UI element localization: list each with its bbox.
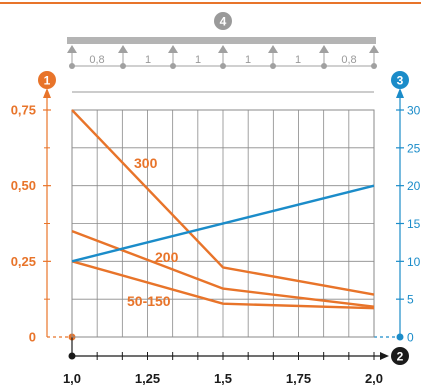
right-axis-badge: 3 <box>391 71 409 89</box>
series-line-200 <box>71 229 375 308</box>
series-lines <box>71 109 375 310</box>
bottom-axis-ticks: 1,0 1,25 1,5 1,75 2,0 <box>63 352 383 386</box>
bottom-axis: 1,0 1,25 1,5 1,75 2,0 <box>63 337 389 386</box>
left-axis-tick-label: 0,75 <box>11 103 36 118</box>
right-axis-ticks: 0 5 10 15 20 25 30 <box>396 104 421 345</box>
span-label-2: 1 <box>145 54 151 66</box>
span-label-6: 0,8 <box>341 54 356 66</box>
beam-supports <box>67 45 379 53</box>
right-axis-tick-label: 5 <box>407 293 414 307</box>
right-axis-tick-label: 0 <box>407 331 414 345</box>
left-axis-badge: 1 <box>38 71 56 89</box>
bottom-axis-tick-label: 1,75 <box>286 371 311 386</box>
right-axis-tick-label: 30 <box>407 104 421 118</box>
series-line-blue-3 <box>71 184 375 263</box>
beam-badge-label: 4 <box>220 15 227 29</box>
series-labels: 300 200 50-150 <box>127 155 179 309</box>
series-label-200: 200 <box>155 249 179 265</box>
bottom-axis-tick-label: 1,5 <box>214 371 232 386</box>
series-label-300: 300 <box>134 155 158 171</box>
right-axis-tick-label: 10 <box>407 255 421 269</box>
dimension-node <box>371 63 377 69</box>
dimension-nodes <box>69 53 377 69</box>
support-triangle <box>268 45 278 53</box>
right-axis-tick-label: 25 <box>407 141 421 155</box>
right-axis-origin-dot <box>396 333 404 341</box>
bottom-axis-tick-label: 2,0 <box>365 371 383 386</box>
support-triangle <box>67 45 77 53</box>
span-label-4: 1 <box>245 54 251 66</box>
beam-badge: 4 <box>214 12 232 30</box>
plot-frame <box>71 109 375 338</box>
series-label-50-150: 50-150 <box>127 293 171 309</box>
left-axis-tick-label: 0 <box>29 330 36 345</box>
support-triangle <box>118 45 128 53</box>
left-axis-badge-label: 1 <box>44 74 51 88</box>
dimension-node <box>170 63 176 69</box>
support-triangle <box>218 45 228 53</box>
span-label-1: 0,8 <box>89 54 104 66</box>
bottom-axis-tick-label: 1,25 <box>135 371 160 386</box>
left-axis-ticks: 0 0,25 0,50 0,75 <box>11 103 51 345</box>
dimension-node <box>321 63 327 69</box>
support-triangle <box>168 45 178 53</box>
bottom-axis-tick-label: 1,0 <box>63 371 81 386</box>
span-label-5: 1 <box>295 54 301 66</box>
series-line-50-150 <box>71 260 375 310</box>
right-axis: 0 5 10 15 20 25 30 <box>374 88 421 345</box>
support-triangle <box>369 45 379 53</box>
dimension-node <box>220 63 226 69</box>
span-label-3: 1 <box>195 54 201 66</box>
right-axis-tick-label: 15 <box>407 217 421 231</box>
beam <box>67 37 376 44</box>
support-triangle <box>319 45 329 53</box>
right-axis-tick-label: 20 <box>407 179 421 193</box>
dimension-node <box>270 63 276 69</box>
left-axis-tick-label: 0,25 <box>11 254 36 269</box>
dimension-node <box>69 63 75 69</box>
left-axis: 0 0,25 0,50 0,75 <box>11 88 76 345</box>
series-line-300 <box>71 109 375 296</box>
dimension-node <box>120 63 126 69</box>
right-axis-badge-label: 3 <box>397 74 404 88</box>
bottom-axis-badge: 2 <box>391 347 409 365</box>
bottom-axis-badge-label: 2 <box>397 350 404 364</box>
span-labels: 0,8 1 1 1 1 0,8 <box>89 54 356 66</box>
bottom-axis-origin-dot <box>68 352 76 360</box>
left-axis-tick-label: 0,50 <box>11 178 36 193</box>
